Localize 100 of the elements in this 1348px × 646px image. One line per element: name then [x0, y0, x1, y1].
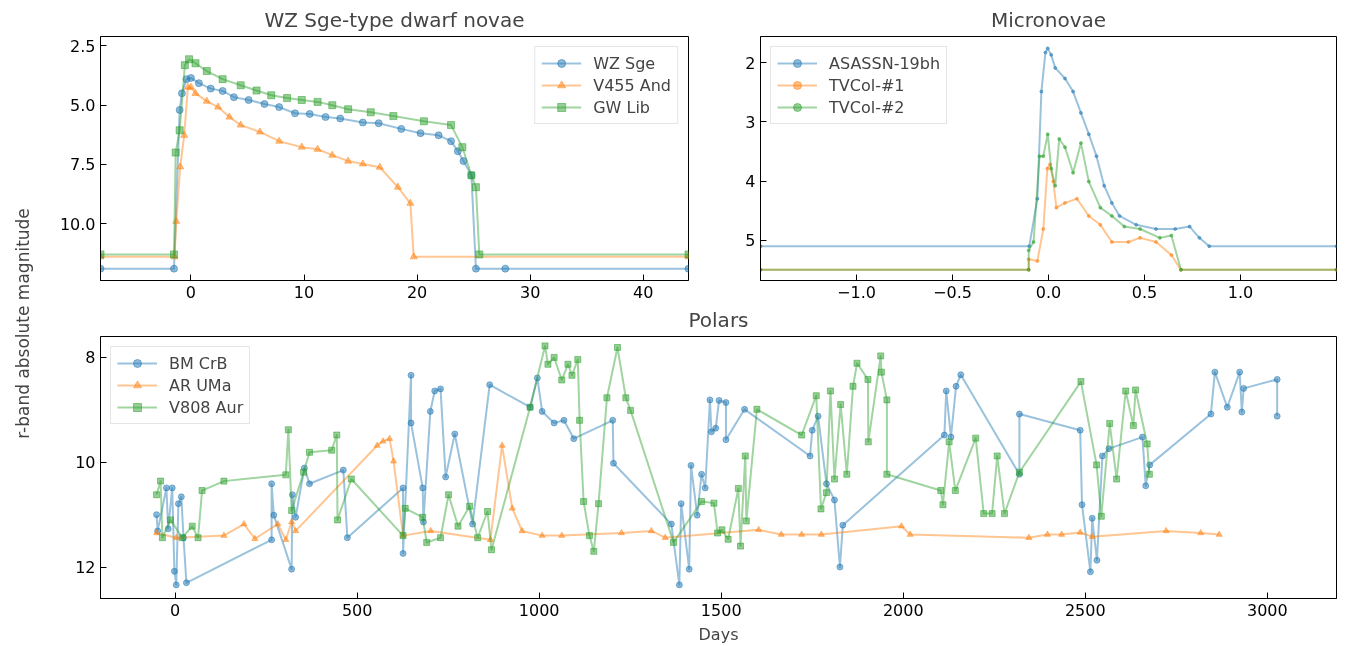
point [1138, 226, 1143, 231]
point [427, 526, 435, 534]
point [1074, 196, 1079, 201]
point [617, 529, 625, 536]
y-tick-label: 5 [745, 231, 756, 251]
point [817, 530, 825, 537]
point [447, 121, 456, 130]
x-tick-label: 1500 [700, 600, 742, 620]
point [1058, 530, 1066, 537]
point [434, 131, 443, 140]
x-tick-label: 2500 [1064, 600, 1106, 620]
point [191, 88, 200, 96]
point [255, 127, 264, 135]
point [1162, 526, 1170, 534]
point [358, 159, 367, 167]
point [458, 143, 467, 152]
point [194, 79, 203, 88]
point [218, 75, 227, 84]
y-axis-title: r-band absolute magnitude [12, 208, 33, 439]
point [185, 55, 194, 64]
point [1098, 205, 1103, 210]
point [244, 95, 253, 104]
point [375, 162, 384, 170]
point [1197, 529, 1205, 536]
point [1041, 154, 1046, 159]
point [288, 518, 296, 525]
point [498, 441, 506, 448]
point [1126, 240, 1131, 244]
y-tick-label: 4 [745, 172, 756, 191]
point [1086, 213, 1091, 218]
point [172, 533, 180, 540]
y-tick-label: 12 [75, 558, 96, 578]
y-tick-label: 3 [745, 112, 756, 132]
point [1094, 154, 1099, 159]
point [1031, 240, 1036, 244]
point [1037, 154, 1042, 159]
point [229, 93, 238, 102]
point [1063, 145, 1068, 150]
point [538, 531, 546, 538]
point [313, 97, 322, 106]
legend-label: V808 Aur [169, 397, 244, 417]
point [459, 157, 468, 166]
point [358, 118, 367, 127]
point [344, 105, 353, 114]
point [419, 117, 428, 126]
point [267, 91, 276, 100]
point [170, 264, 178, 273]
point [321, 113, 330, 122]
point [798, 530, 806, 537]
y-tick-label: 10.0 [59, 214, 96, 234]
x-tick-label: 2000 [882, 600, 924, 620]
x-tick-label: 10 [293, 282, 315, 302]
point [1063, 200, 1068, 205]
legend-label: AR UMa [169, 375, 232, 395]
point [282, 535, 290, 543]
point [1088, 532, 1096, 539]
legend-label: ASASSN-19bh [829, 53, 941, 73]
point [240, 520, 248, 527]
point [416, 129, 425, 138]
y-tick-label: 8 [85, 348, 96, 368]
point [1025, 533, 1033, 540]
point [297, 95, 306, 104]
point [328, 150, 337, 158]
x-tick-label: 0 [185, 282, 197, 302]
point [1035, 258, 1040, 263]
point [202, 96, 211, 104]
point [225, 112, 234, 120]
point [1138, 235, 1143, 240]
point [236, 120, 245, 128]
point [1043, 50, 1048, 55]
legend-label: TVCol-#1 [829, 75, 905, 95]
point [1053, 65, 1058, 70]
point [220, 531, 228, 538]
point [236, 81, 245, 90]
point [447, 137, 456, 146]
point [897, 522, 905, 529]
point [1039, 89, 1044, 94]
point [1071, 170, 1076, 175]
legend-label: BM CrB [169, 353, 228, 373]
x-tick-label: 0 [170, 600, 181, 620]
point [175, 126, 184, 135]
point [1049, 166, 1054, 171]
point [1215, 530, 1223, 537]
point [344, 156, 353, 164]
point [1207, 244, 1212, 249]
point [501, 264, 510, 273]
y-tick-label: 7.5 [70, 155, 96, 175]
point [1109, 240, 1114, 244]
point [260, 100, 269, 109]
point [777, 530, 785, 537]
point [1173, 226, 1178, 231]
point [214, 102, 223, 110]
point [274, 520, 282, 527]
point [1026, 248, 1031, 253]
x-tick-label: 500 [341, 600, 373, 620]
point [1054, 205, 1059, 210]
point [1063, 76, 1068, 81]
point [1078, 141, 1083, 146]
point [373, 441, 381, 448]
point [1049, 52, 1054, 57]
